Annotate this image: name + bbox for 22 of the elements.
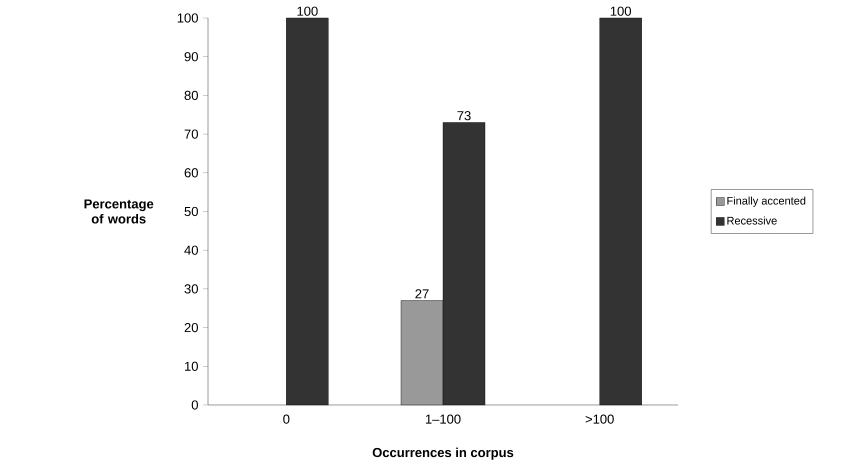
y-tick-label: 50	[184, 206, 198, 216]
x-tick-label: 1–100	[426, 414, 461, 424]
y-axis-title: Percentage of words	[84, 199, 154, 224]
y-tick-label: 30	[184, 284, 198, 294]
y-tick-label: 80	[184, 90, 198, 100]
y-tick-label: 40	[184, 246, 198, 255]
y-tick-label: 0	[192, 400, 198, 410]
y-tick-label: 60	[184, 168, 198, 178]
x-tick-label: >100	[586, 414, 614, 424]
x-axis-title: Occurrences in corpus	[372, 448, 514, 460]
data-label: 100	[297, 6, 318, 16]
y-tick-label: 70	[184, 129, 198, 139]
x-tick-label: 0	[283, 414, 290, 424]
y-tick-label: 90	[184, 52, 198, 62]
y-tick-label: 10	[185, 362, 198, 371]
y-tick-label: 20	[184, 322, 198, 332]
legend-label: Recessive	[727, 216, 777, 225]
data-label: 73	[457, 111, 471, 120]
y-tick-label: 100	[178, 13, 198, 23]
legend-label: Finally accented	[727, 196, 806, 207]
data-label: 27	[415, 289, 429, 298]
data-label: 100	[610, 6, 632, 16]
